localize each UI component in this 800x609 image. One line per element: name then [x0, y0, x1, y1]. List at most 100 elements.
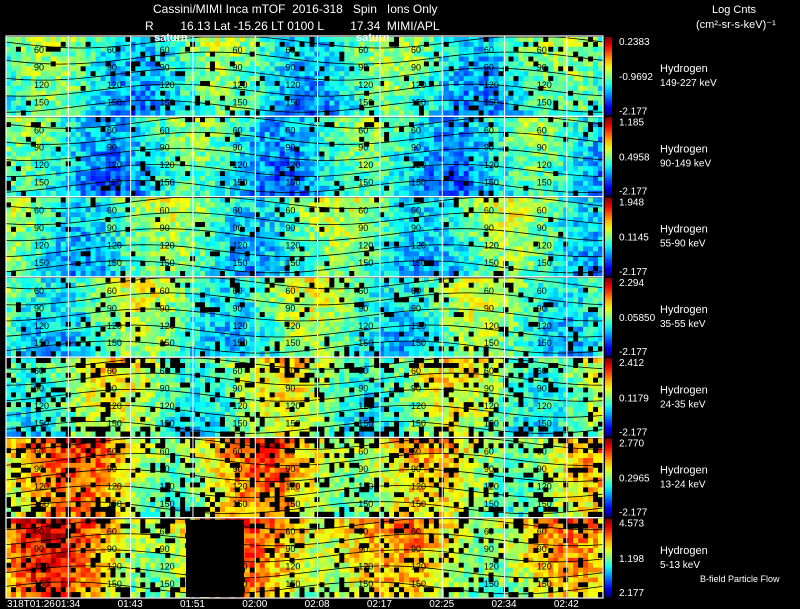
saturn-marker-label: saturn — [154, 32, 188, 44]
colorbar-max-label: 0.2383 — [619, 37, 650, 48]
contour-label: 120 — [484, 562, 499, 572]
contour-label: 150 — [160, 178, 175, 188]
contour-label: 60 — [285, 366, 295, 376]
contour-label: 150 — [537, 338, 552, 348]
contour-label: 150 — [34, 178, 49, 188]
contour-label: 120 — [233, 321, 248, 331]
contour-label: 90 — [537, 464, 547, 474]
colorbar-min-label: -2.177 — [619, 187, 648, 198]
contour-label: 150 — [160, 338, 175, 348]
contour-label: 60 — [160, 125, 170, 135]
species-label: Hydrogen — [660, 304, 708, 316]
energy-range-label: 35-55 keV — [660, 319, 706, 330]
contour-label: 150 — [285, 258, 300, 268]
contour-label: 60 — [285, 527, 295, 537]
contour-label: 120 — [537, 240, 552, 250]
contour-label: 90 — [107, 464, 117, 474]
contour-label: 60 — [537, 366, 547, 376]
contour-label: 90 — [484, 143, 494, 153]
contour-label: 120 — [160, 240, 175, 250]
contour-label: 120 — [411, 160, 426, 170]
contour-label: 90 — [34, 143, 44, 153]
contour-label: 150 — [285, 419, 300, 429]
contour-label: 120 — [484, 401, 499, 411]
spectrogram-panel-3: 60 90 120 150 60 90 120 150 60 90 120 150 60 90 120 150… — [5, 276, 708, 358]
contour-label: 60 — [484, 45, 494, 55]
contour-label: 150 — [411, 178, 426, 188]
colorbar-mid-label: 0.1179 — [619, 393, 649, 404]
contour-label: 90 — [358, 62, 368, 72]
contour-label: 150 — [107, 178, 122, 188]
colorbar-0 — [605, 37, 612, 116]
colorbar-max-label: 2.770 — [619, 438, 644, 449]
species-label: Hydrogen — [660, 143, 708, 155]
panel-frame — [5, 517, 604, 599]
contour-label: 60 — [233, 125, 243, 135]
colorbar-3 — [605, 277, 612, 357]
contour-label: 120 — [233, 481, 248, 491]
contour-label: 150 — [285, 97, 300, 107]
contour-label: 90 — [358, 303, 368, 313]
contour-label: 60 — [411, 125, 421, 135]
contour-lines: 60 90 120 150 60 90 120 150 60 90 120 150 60 90 120 150… — [5, 277, 604, 354]
contour-label: 150 — [484, 419, 499, 429]
contour-label: 60 — [358, 206, 368, 216]
colorbar-1 — [605, 117, 612, 196]
spectrogram-panel-1: 60 90 120 150 60 90 120 150 60 90 120 150 60 90 120 150… — [5, 115, 711, 198]
contour-label: 60 — [160, 286, 170, 296]
contour-label: 90 — [107, 303, 117, 313]
contour-label: 120 — [34, 401, 49, 411]
spectrogram-panel-5: 60 90 120 150 60 90 120 150 60 90 120 150 60 90 120 150… — [5, 436, 708, 519]
spectrogram-panel-6: 60 90 120 150 60 90 120 150 60 90 120 150 60 90 120 150… — [5, 517, 708, 599]
colorbar-max-label: 2.412 — [619, 358, 644, 369]
contour-label: 60 — [107, 366, 117, 376]
contour-label: 90 — [34, 384, 44, 394]
contour-label: 150 — [358, 499, 373, 509]
contour-label: 150 — [107, 579, 122, 589]
contour-label: 120 — [484, 160, 499, 170]
contour-label: 60 — [160, 366, 170, 376]
contour-label: 60 — [285, 446, 295, 456]
contour-label: 150 — [358, 338, 373, 348]
footer-note: B-field Particle Flow — [700, 574, 780, 584]
contour-label: 150 — [411, 579, 426, 589]
contour-label: 150 — [285, 178, 300, 188]
contour-label: 120 — [285, 481, 300, 491]
contour-label: 90 — [537, 303, 547, 313]
species-label: Hydrogen — [660, 63, 708, 75]
contour-label: 120 — [160, 80, 175, 90]
contour-label: 60 — [411, 446, 421, 456]
contour-label: 90 — [537, 223, 547, 233]
contour-label: 60 — [537, 527, 547, 537]
x-tick-label: 01:43 — [118, 599, 143, 609]
contour-label: 60 — [107, 446, 117, 456]
contour-label: 90 — [537, 62, 547, 72]
contour-label: 90 — [34, 544, 44, 554]
contour-label: 150 — [484, 579, 499, 589]
x-tick-label: 02:08 — [305, 599, 330, 609]
contour-label: 150 — [358, 579, 373, 589]
contour-label: 150 — [537, 178, 552, 188]
contour-label: 150 — [34, 97, 49, 107]
contour-label: 150 — [358, 419, 373, 429]
contour-label: 120 — [537, 80, 552, 90]
contour-label: 150 — [537, 258, 552, 268]
colorbar-min-label: -2.177 — [619, 267, 648, 278]
colorbar-max-label: 2.294 — [619, 278, 644, 289]
contour-label: 60 — [107, 527, 117, 537]
contour-label: 90 — [233, 384, 243, 394]
x-tick-label: 01:34 — [55, 599, 80, 609]
contour-label: 90 — [107, 384, 117, 394]
contour-label: 150 — [107, 97, 122, 107]
contour-label: 90 — [233, 143, 243, 153]
contour-label: 90 — [233, 62, 243, 72]
energy-range-label: 13-24 keV — [660, 480, 706, 491]
contour-label: 150 — [34, 579, 49, 589]
contour-label: 90 — [160, 303, 170, 313]
contour-label: 150 — [34, 338, 49, 348]
contour-label: 60 — [358, 527, 368, 537]
contour-label: 150 — [233, 499, 248, 509]
contour-label: 120 — [285, 160, 300, 170]
contour-label: 120 — [285, 562, 300, 572]
